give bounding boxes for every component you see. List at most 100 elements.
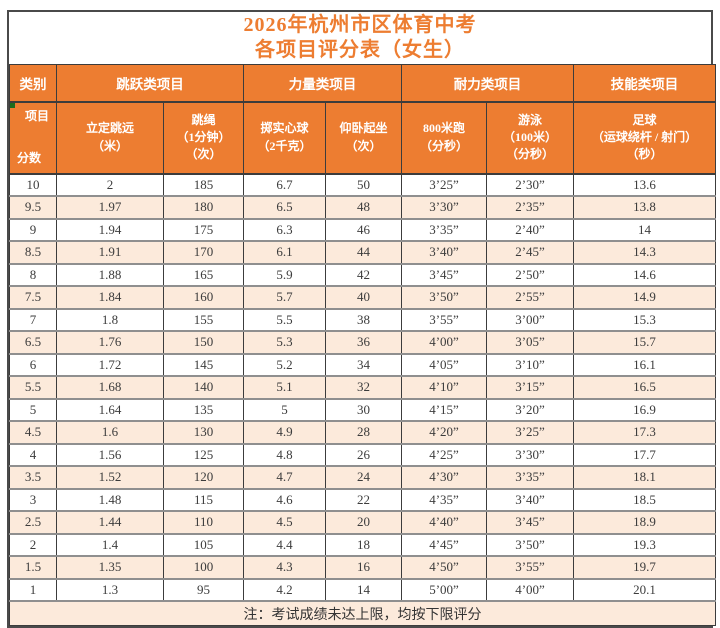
result-cell: 1.72 xyxy=(56,353,164,378)
result-cell: 1.44 xyxy=(56,510,164,535)
column-header-endurance-category: 耐力类项目 xyxy=(401,64,574,103)
result-cell: 5 xyxy=(243,398,326,423)
result-cell: 4’35” xyxy=(401,488,487,513)
score-cell: 7 xyxy=(9,308,57,333)
score-cell: 8 xyxy=(9,263,57,288)
result-cell: 4’20” xyxy=(401,420,487,445)
column-header-jump-category: 跳跃类项目 xyxy=(56,64,244,103)
result-cell: 5.2 xyxy=(243,353,326,378)
result-cell: 3’45” xyxy=(401,263,487,288)
result-cell: 17.3 xyxy=(573,420,716,445)
table-row: 5.5 1.68 140 5.1 32 4’10” 3’15” 16.5 xyxy=(9,375,716,400)
result-cell: 185 xyxy=(163,173,244,198)
result-cell: 1.52 xyxy=(56,465,164,490)
result-cell: 1.64 xyxy=(56,398,164,423)
table-row: 3 1.48 115 4.6 22 4’35” 3’40” 18.5 xyxy=(9,488,716,513)
result-cell: 4’25” xyxy=(401,443,487,468)
result-cell: 34 xyxy=(325,353,402,378)
result-cell: 14.9 xyxy=(573,285,716,310)
result-cell: 135 xyxy=(163,398,244,423)
score-cell: 6 xyxy=(9,353,57,378)
result-cell: 4’50” xyxy=(401,555,487,580)
result-cell: 1.88 xyxy=(56,263,164,288)
result-cell: 130 xyxy=(163,420,244,445)
result-cell: 1.48 xyxy=(56,488,164,513)
score-cell: 1.5 xyxy=(9,555,57,580)
result-cell: 4.9 xyxy=(243,420,326,445)
result-cell: 2 xyxy=(56,173,164,198)
result-cell: 180 xyxy=(163,195,244,220)
result-cell: 100 xyxy=(163,555,244,580)
column-header-strength-category: 力量类项目 xyxy=(243,64,402,103)
table-row: 6.5 1.76 150 5.3 36 4’00” 3’05” 15.7 xyxy=(9,330,716,355)
result-cell: 13.6 xyxy=(573,173,716,198)
score-cell: 3.5 xyxy=(9,465,57,490)
score-cell: 2.5 xyxy=(9,510,57,535)
result-cell: 3’55” xyxy=(486,555,574,580)
result-cell: 3’40” xyxy=(486,488,574,513)
result-cell: 5.7 xyxy=(243,285,326,310)
table-row: 4 1.56 125 4.8 26 4’25” 3’30” 17.7 xyxy=(9,443,716,468)
table-row: 6 1.72 145 5.2 34 4’05” 3’10” 16.1 xyxy=(9,353,716,378)
result-cell: 15.7 xyxy=(573,330,716,355)
result-cell: 4.7 xyxy=(243,465,326,490)
column-header-standing-long-jump: 立定跳远 （米） xyxy=(56,101,164,175)
result-cell: 3’10” xyxy=(486,353,574,378)
result-cell: 145 xyxy=(163,353,244,378)
result-cell: 5.3 xyxy=(243,330,326,355)
column-header-rope-skipping: 跳绳 （1分钟） （次） xyxy=(163,101,244,175)
result-cell: 46 xyxy=(325,218,402,243)
result-cell: 120 xyxy=(163,465,244,490)
result-cell: 3’50” xyxy=(401,285,487,310)
score-cell: 6.5 xyxy=(9,330,57,355)
result-cell: 4.8 xyxy=(243,443,326,468)
score-cell: 9.5 xyxy=(9,195,57,220)
result-cell: 19.7 xyxy=(573,555,716,580)
result-cell: 30 xyxy=(325,398,402,423)
result-cell: 4’30” xyxy=(401,465,487,490)
score-sheet: 2026年杭州市区体育中考 各项目评分表（女生） 类别 跳跃类项目 力量类项目 … xyxy=(7,10,716,628)
result-cell: 110 xyxy=(163,510,244,535)
result-cell: 18.5 xyxy=(573,488,716,513)
item-header-row: 项目 分数 立定跳远 （米） 跳绳 （1分钟） （次） 掷实心球 （2千克） 仰… xyxy=(9,101,716,175)
result-cell: 4’00” xyxy=(486,578,574,603)
result-cell: 4.4 xyxy=(243,533,326,558)
result-cell: 28 xyxy=(325,420,402,445)
score-table: 类别 跳跃类项目 力量类项目 耐力类项目 技能类项目 项目 分数 立定跳远 （米… xyxy=(9,64,716,627)
table-row: 10 2 185 6.7 50 3’25” 2’30” 13.6 xyxy=(9,173,716,198)
column-header-800m-run: 800米跑 （分秒） xyxy=(401,101,487,175)
result-cell: 32 xyxy=(325,375,402,400)
result-cell: 3’35” xyxy=(486,465,574,490)
result-cell: 16.1 xyxy=(573,353,716,378)
result-cell: 18 xyxy=(325,533,402,558)
result-cell: 5.5 xyxy=(243,308,326,333)
result-cell: 18.9 xyxy=(573,510,716,535)
score-cell: 2 xyxy=(9,533,57,558)
result-cell: 1.94 xyxy=(56,218,164,243)
result-cell: 4’00” xyxy=(401,330,487,355)
result-cell: 44 xyxy=(325,240,402,265)
column-header-medicine-ball: 掷实心球 （2千克） xyxy=(243,101,326,175)
result-cell: 20 xyxy=(325,510,402,535)
result-cell: 175 xyxy=(163,218,244,243)
result-cell: 16 xyxy=(325,555,402,580)
result-cell: 2’40” xyxy=(486,218,574,243)
result-cell: 2’50” xyxy=(486,263,574,288)
result-cell: 125 xyxy=(163,443,244,468)
result-cell: 4.2 xyxy=(243,578,326,603)
result-cell: 4’15” xyxy=(401,398,487,423)
result-cell: 14 xyxy=(573,218,716,243)
column-header-football: 足球 （运球绕杆 / 射门） （秒） xyxy=(573,101,716,175)
result-cell: 4.3 xyxy=(243,555,326,580)
result-cell: 3’20” xyxy=(486,398,574,423)
result-cell: 1.3 xyxy=(56,578,164,603)
table-row: 1.5 1.35 100 4.3 16 4’50” 3’55” 19.7 xyxy=(9,555,716,580)
result-cell: 40 xyxy=(325,285,402,310)
result-cell: 3’55” xyxy=(401,308,487,333)
table-row: 8 1.88 165 5.9 42 3’45” 2’50” 14.6 xyxy=(9,263,716,288)
result-cell: 1.91 xyxy=(56,240,164,265)
result-cell: 48 xyxy=(325,195,402,220)
result-cell: 6.1 xyxy=(243,240,326,265)
result-cell: 14 xyxy=(325,578,402,603)
result-cell: 3’50” xyxy=(486,533,574,558)
